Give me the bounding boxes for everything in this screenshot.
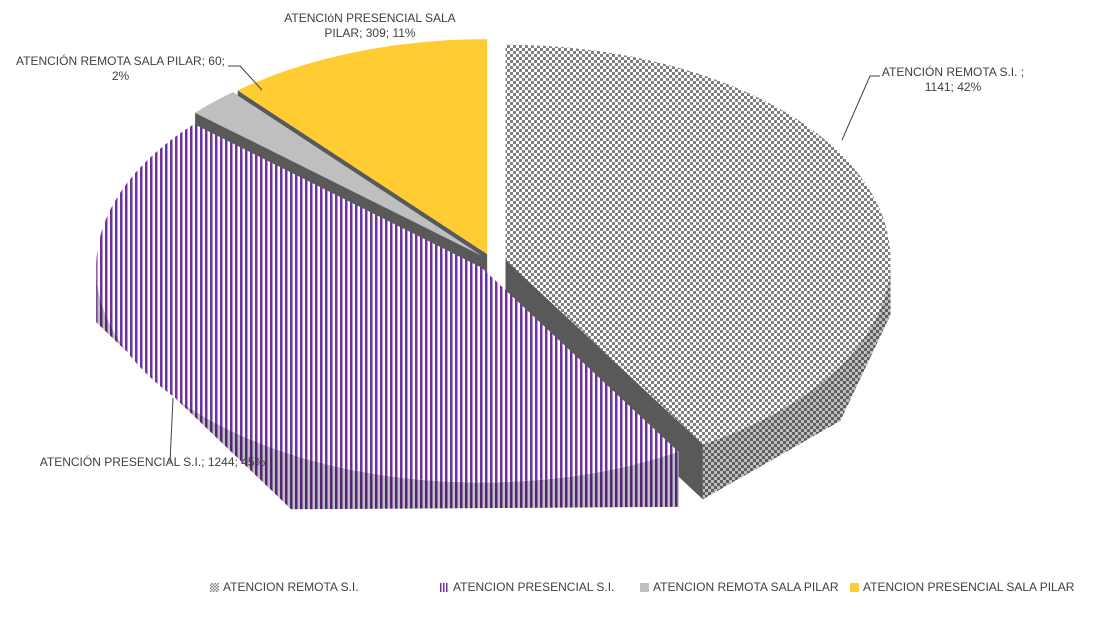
- legend-swatch: [440, 582, 449, 592]
- legend-swatch: [850, 582, 859, 592]
- legend-label: ATENCION PRESENCIAL S.I.: [453, 580, 615, 594]
- slice: [195, 92, 483, 256]
- legend-label: ATENCION REMOTA S.I.: [223, 580, 359, 594]
- leader-line: [228, 65, 263, 91]
- legend-swatch: [210, 582, 219, 592]
- legend-entry: ATENCION PRESENCIAL SALA PILAR: [850, 580, 1074, 594]
- data-label: ATENCIÓN REMOTA SALA PILAR; 60; 2%: [16, 54, 225, 83]
- data-label: ATENCIóN PRESENCIAL SALA PILAR; 309; 11%: [284, 11, 456, 40]
- legend-label: ATENCION PRESENCIAL SALA PILAR: [863, 580, 1075, 594]
- leader-line: [169, 397, 174, 463]
- legend-entry: ATENCION REMOTA SALA PILAR: [640, 580, 839, 594]
- leader-line: [841, 75, 880, 141]
- slice: [505, 44, 891, 445]
- legend-entry: ATENCION REMOTA S.I.: [210, 580, 359, 594]
- legend-swatch: [640, 582, 649, 592]
- slice-side: [96, 267, 679, 510]
- legend-entry: ATENCION PRESENCIAL S.I.: [440, 580, 614, 594]
- data-label: ATENCIÓN PRESENCIAL S.I.; 1244; 45%: [39, 455, 266, 469]
- data-label: ATENCIÓN REMOTA S.I. ; 1141; 42%: [881, 65, 1025, 94]
- slice: [237, 39, 488, 255]
- slice: [96, 124, 679, 483]
- legend-label: ATENCION REMOTA SALA PILAR: [653, 580, 839, 594]
- slice-side: [702, 259, 891, 500]
